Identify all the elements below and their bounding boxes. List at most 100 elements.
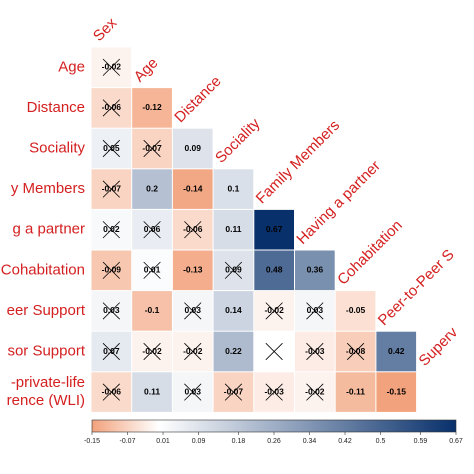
value-label: 0.11 [144, 386, 160, 396]
column-label: Distance [171, 73, 224, 126]
cross-line [143, 261, 161, 279]
value-label: -0.09 [102, 265, 122, 275]
value-label: 0.01 [144, 265, 161, 275]
color-tick-label: -0.07 [120, 438, 136, 445]
cell [254, 250, 294, 291]
cross-line [224, 383, 243, 401]
value-label: -0.02 [305, 386, 325, 396]
column-label: Having a partner [293, 157, 383, 247]
cross-line [102, 383, 120, 401]
column-label: Sex [90, 14, 121, 45]
cross-line [102, 139, 120, 158]
cross-line [102, 221, 120, 239]
cell [172, 250, 213, 291]
value-label: 0.06 [144, 224, 161, 234]
cell [132, 291, 172, 331]
row-label: Sociality [29, 139, 85, 156]
value-label: -0.08 [346, 346, 366, 356]
cell [132, 169, 172, 209]
cell [254, 209, 294, 250]
color-tick-label: 0.34 [303, 438, 317, 445]
value-label: 0.14 [225, 305, 242, 315]
value-label: 0.48 [266, 265, 283, 275]
value-label: 0.42 [388, 346, 405, 356]
value-label: 0.09 [184, 143, 201, 153]
column-label: Family Members [253, 117, 343, 207]
row-label: Age [58, 58, 85, 75]
value-label: 0.05 [103, 143, 120, 153]
row-label: y Members [11, 180, 85, 197]
value-label: 0.22 [225, 346, 242, 356]
value-label: -0.06 [102, 102, 122, 112]
value-label: 0.2 [146, 183, 158, 193]
column-label: Cohabitation [334, 217, 406, 289]
value-label: 0.02 [103, 224, 120, 234]
value-label: -0.14 [183, 183, 203, 193]
cross-line [346, 342, 365, 361]
row-label: eer Support [7, 302, 86, 319]
value-label: -0.02 [264, 305, 284, 315]
cell [213, 209, 254, 250]
value-label: -0.11 [346, 386, 365, 396]
cross-line [224, 261, 243, 279]
cell [376, 372, 417, 412]
value-label: -0.13 [183, 265, 203, 275]
cross-line [143, 221, 161, 239]
row-label: Cohabitation [1, 261, 85, 278]
row-label: sor Support [7, 342, 85, 359]
value-label: -0.02 [102, 62, 122, 72]
cross-line [143, 139, 161, 158]
value-label: -0.02 [183, 346, 203, 356]
cross-line [184, 383, 202, 401]
cell [213, 331, 254, 372]
value-label: 0.03 [184, 305, 201, 315]
color-bar [91, 419, 457, 433]
cell [172, 128, 213, 169]
cross-line [143, 342, 161, 361]
cross-line [102, 342, 120, 361]
value-label: -0.07 [142, 143, 162, 153]
value-label: -0.1 [145, 305, 160, 315]
value-label: 0.36 [307, 265, 324, 275]
cross-line [265, 342, 283, 361]
cell [132, 88, 172, 128]
value-label: -0.03 [264, 386, 284, 396]
color-tick-label: -0.15 [84, 438, 100, 445]
cross-line [184, 302, 202, 320]
value-label: -0.12 [142, 102, 162, 112]
color-tick-label: 0.18 [232, 438, 246, 445]
column-label: Peer-to-Peer S [375, 246, 458, 329]
value-label: -0.02 [142, 346, 162, 356]
value-label: -0.15 [387, 386, 407, 396]
value-label: 0.03 [184, 386, 201, 396]
value-label: 0.03 [103, 305, 120, 315]
cross-line [265, 302, 283, 320]
row-label: -private-life [11, 374, 85, 391]
value-label: 0.67 [266, 224, 283, 234]
cell [213, 291, 254, 331]
cell [335, 291, 376, 331]
cross-line [102, 302, 120, 320]
row-label: rence (WLI) [7, 392, 85, 409]
value-label: -0.07 [224, 386, 244, 396]
cross-line [306, 302, 324, 320]
column-label: Sociality [212, 115, 264, 167]
value-label: 0.11 [225, 224, 241, 234]
cell [213, 169, 254, 209]
color-tick-label: 0.26 [267, 438, 281, 445]
row-label: Distance [27, 99, 85, 116]
color-tick-label: 0.01 [156, 438, 170, 445]
value-label: 0.03 [307, 305, 324, 315]
color-tick-label: 0.67 [449, 438, 463, 445]
cross-line [102, 261, 120, 279]
column-label: Age [131, 55, 162, 86]
color-tick-label: 0.5 [376, 438, 386, 445]
row-label: g a partner [12, 221, 85, 238]
color-tick-label: 0.59 [414, 438, 428, 445]
cross-line [102, 99, 120, 117]
cell [172, 169, 213, 209]
color-tick-label: 0.09 [192, 438, 206, 445]
cross-line [184, 342, 202, 361]
cell [335, 372, 376, 412]
